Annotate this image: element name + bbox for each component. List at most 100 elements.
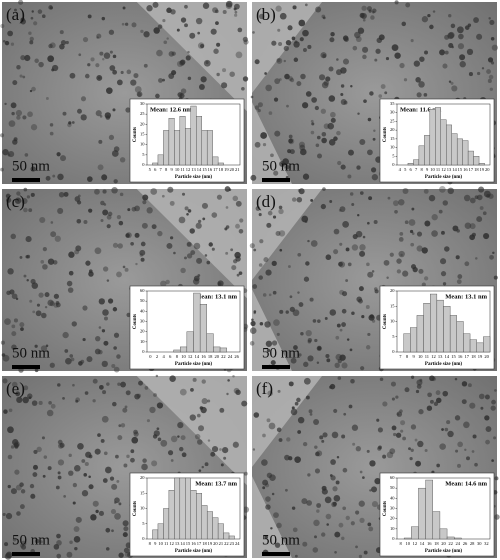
- particle: [329, 474, 333, 477]
- particle: [429, 375, 435, 382]
- particle: [264, 321, 271, 328]
- particle: [45, 97, 49, 100]
- particle: [18, 0, 24, 5]
- particle: [371, 486, 378, 493]
- particle: [429, 399, 434, 404]
- x-tick-label: 17: [213, 167, 218, 172]
- particle: [390, 381, 396, 387]
- particle: [394, 209, 398, 214]
- particle: [152, 434, 158, 439]
- particle: [58, 191, 65, 198]
- particle: [313, 419, 320, 425]
- x-tick-label: 13: [438, 354, 443, 359]
- particle: [117, 243, 123, 249]
- particle: [153, 27, 160, 34]
- particle: [103, 340, 109, 346]
- bar: [473, 156, 480, 166]
- particle: [8, 120, 16, 127]
- particle: [151, 460, 158, 467]
- particle: [71, 321, 77, 327]
- particle: [325, 254, 332, 261]
- particle: [202, 2, 210, 9]
- particle: [351, 244, 359, 251]
- particle: [126, 69, 132, 75]
- particle: [428, 194, 436, 202]
- particle: [15, 391, 21, 397]
- particle: [75, 397, 80, 403]
- bar: [163, 508, 170, 540]
- particle: [358, 500, 365, 507]
- particle: [22, 396, 29, 404]
- particle: [34, 538, 40, 544]
- particle: [376, 418, 380, 422]
- particle: [186, 241, 192, 247]
- particle: [484, 394, 490, 400]
- particle: [222, 68, 227, 73]
- particle: [487, 78, 492, 83]
- particle: [316, 135, 321, 140]
- y-tick-label: 10: [390, 145, 395, 150]
- x-tick-label: 19: [208, 541, 213, 546]
- particle: [279, 12, 287, 20]
- particle: [457, 43, 465, 50]
- particle: [396, 269, 402, 274]
- particle: [38, 292, 44, 298]
- particle: [106, 87, 113, 94]
- particle: [494, 514, 500, 520]
- panel: (f) 50 nm 0 10 20 30 40 50 60 Particle size (nm) C…: [252, 375, 500, 559]
- particle: [298, 353, 302, 357]
- particle: [339, 328, 343, 332]
- particle: [394, 52, 401, 59]
- particle: [249, 341, 255, 346]
- particle: [311, 122, 315, 126]
- x-tick-label: 11: [180, 167, 184, 172]
- particle: [415, 389, 420, 394]
- particle: [88, 208, 93, 213]
- scale-bar-label: 50 nm: [12, 158, 50, 174]
- particle: [156, 402, 164, 409]
- particle: [305, 261, 310, 266]
- particle: [114, 497, 120, 504]
- particle: [12, 537, 17, 542]
- particle: [258, 263, 263, 267]
- particle: [10, 42, 15, 46]
- particle: [55, 300, 60, 305]
- particle: [19, 74, 23, 78]
- particle: [118, 424, 122, 428]
- particle: [103, 52, 111, 59]
- particle: [151, 224, 157, 230]
- particle: [125, 107, 131, 113]
- particle: [34, 344, 38, 348]
- particle: [16, 511, 21, 516]
- particle: [156, 427, 160, 431]
- x-tick-label: 24: [235, 541, 240, 546]
- x-tick-label: 8: [165, 167, 168, 172]
- particle: [294, 554, 298, 558]
- particle: [362, 476, 365, 479]
- particle: [153, 393, 157, 397]
- particle: [285, 488, 288, 492]
- particle: [190, 250, 196, 256]
- particle: [230, 248, 234, 252]
- particle: [417, 440, 424, 448]
- particle: [122, 407, 128, 413]
- particle: [293, 345, 298, 350]
- particle: [332, 486, 338, 492]
- particle: [62, 111, 67, 116]
- particle: [431, 230, 438, 237]
- particle: [95, 509, 99, 514]
- particle: [339, 354, 346, 361]
- particle: [444, 50, 449, 55]
- particle: [219, 448, 222, 451]
- particle: [16, 396, 23, 404]
- bar: [174, 130, 181, 166]
- particle: [125, 390, 131, 396]
- particle: [299, 144, 306, 151]
- particle: [177, 92, 183, 98]
- particle: [279, 161, 285, 167]
- particle: [410, 424, 417, 430]
- particle: [365, 345, 371, 350]
- x-tick-label: 19: [224, 167, 229, 172]
- particle: [41, 14, 46, 19]
- particle: [418, 81, 425, 88]
